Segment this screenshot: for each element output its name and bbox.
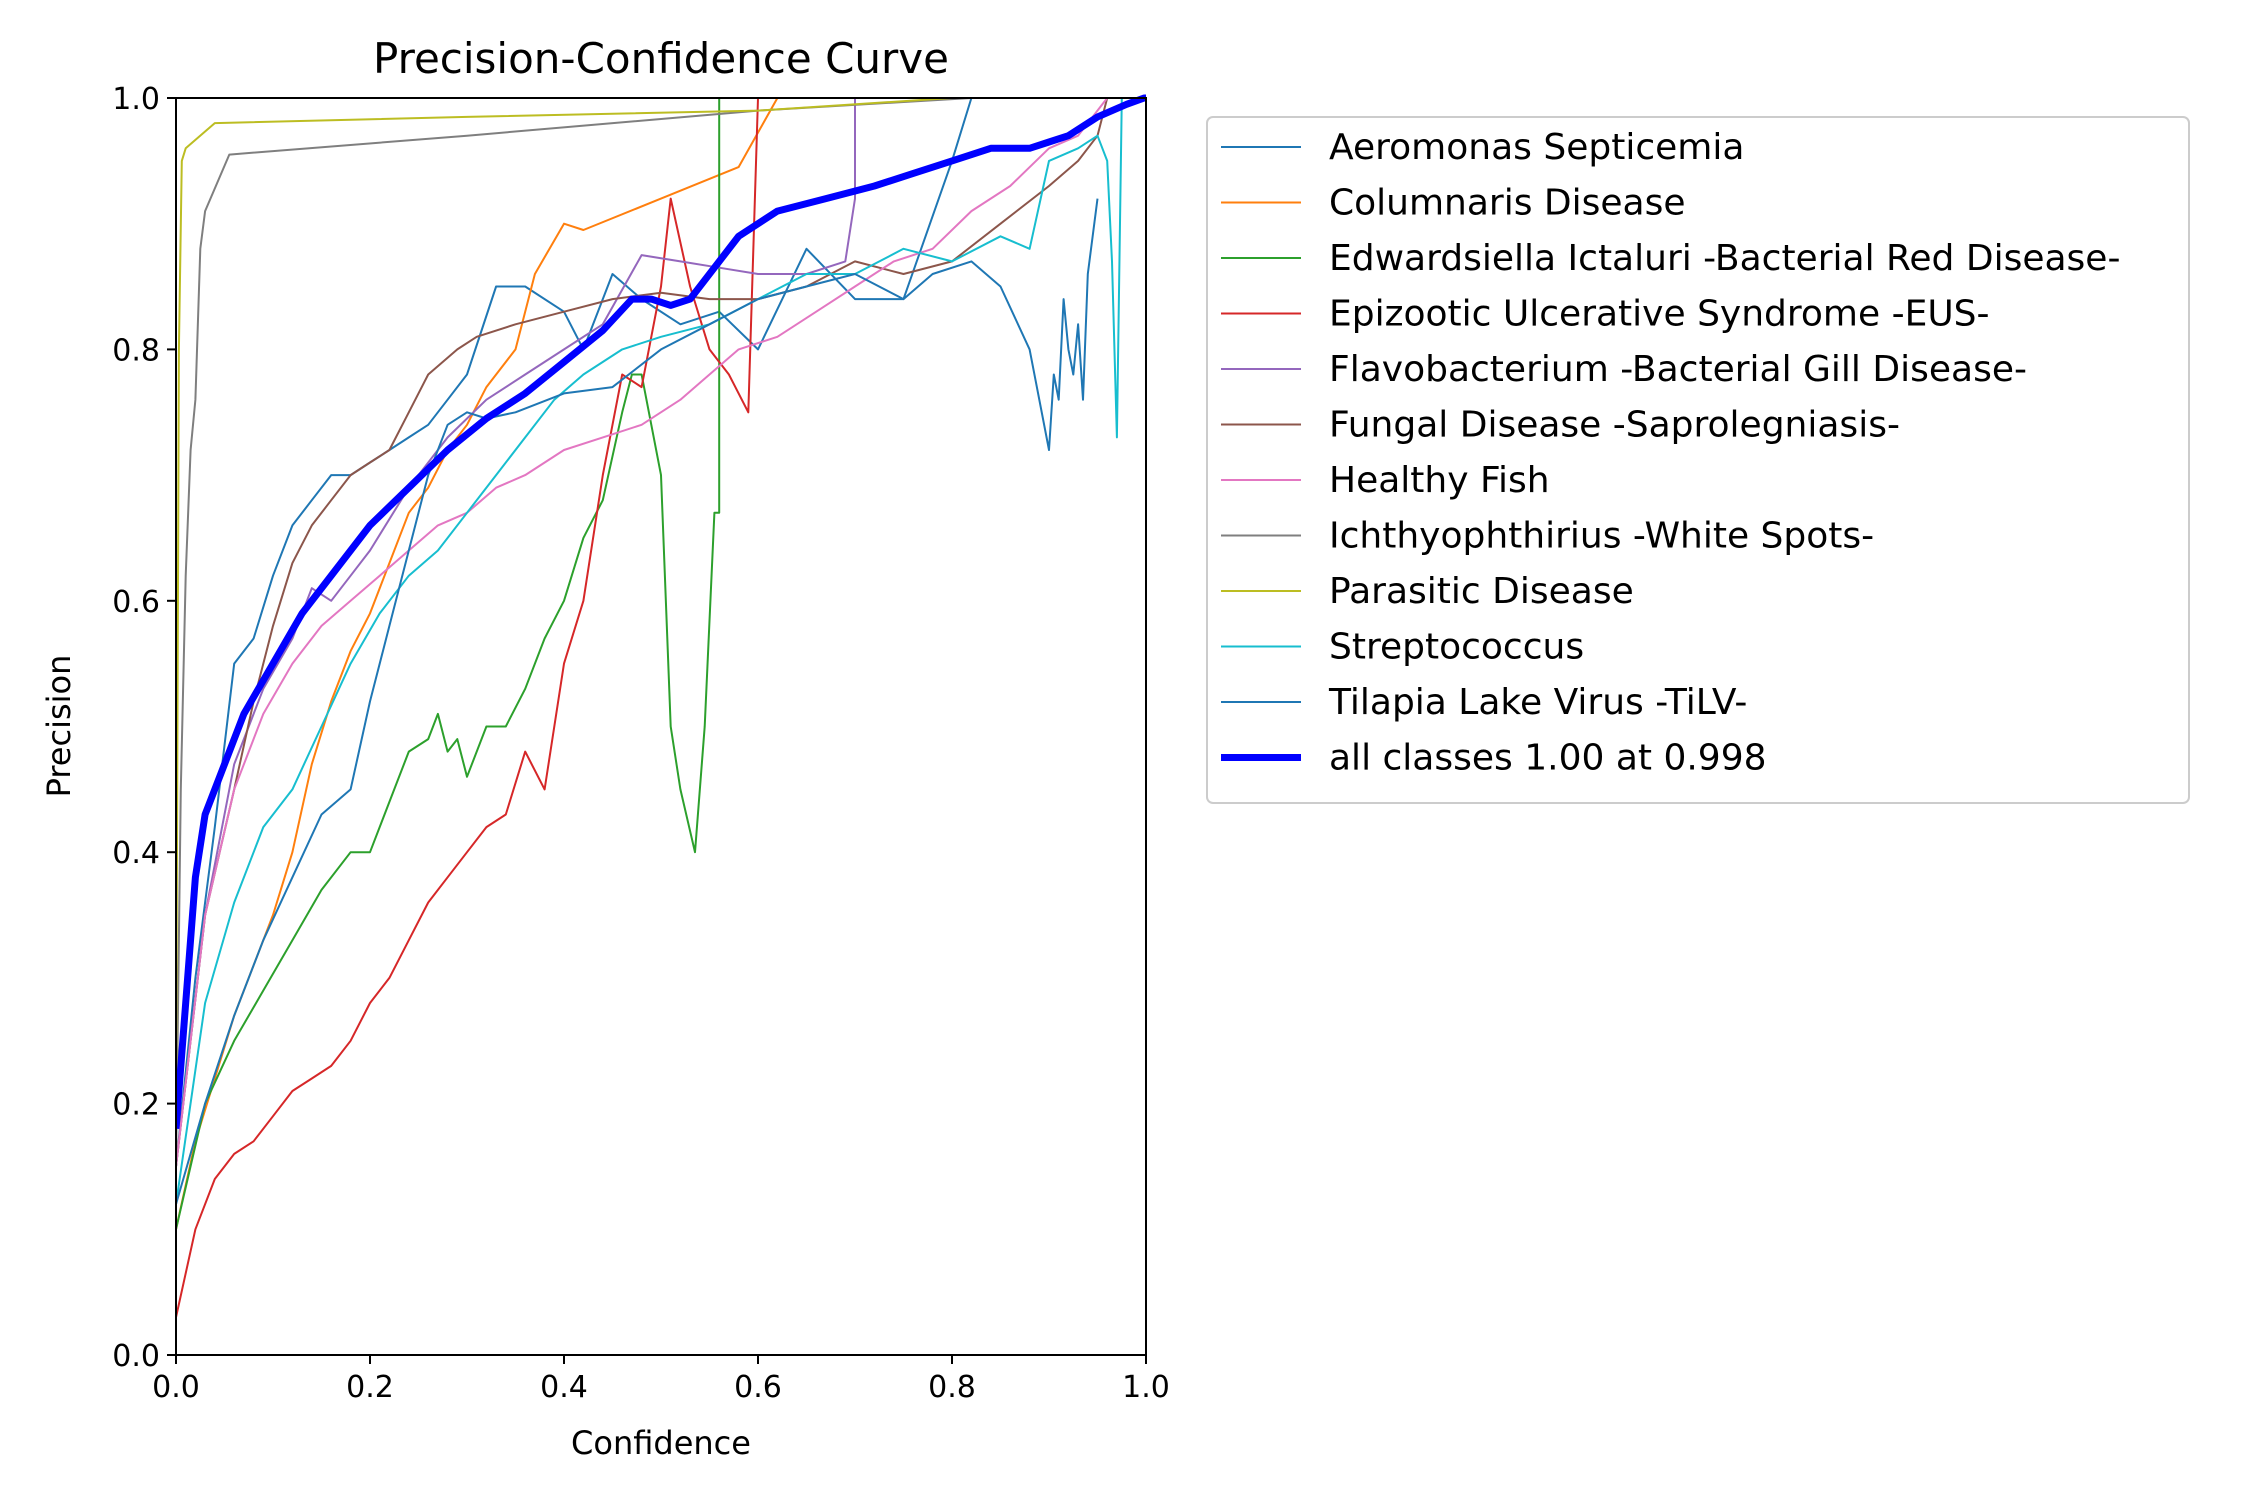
legend: Aeromonas Septicemia Columnaris Disease Ed… xyxy=(1206,116,2190,804)
y-tick-label: 0.6 xyxy=(112,585,160,620)
plot-frame xyxy=(175,97,1147,1356)
legend-label: Aeromonas Septicemia xyxy=(1329,127,1744,168)
legend-label: Healthy Fish xyxy=(1329,460,1550,501)
x-axis: 0.0 0.2 0.4 0.6 0.8 1.0 xyxy=(152,1355,1170,1405)
y-axis-title: Precision xyxy=(40,655,78,798)
series-line-9 xyxy=(176,97,1146,1104)
series-line-10 xyxy=(176,97,1123,1205)
x-tick-label: 0.8 xyxy=(928,1370,976,1405)
series-line-11 xyxy=(176,198,1099,1205)
legend-label: Edwardsiella Ictaluri -Bacterial Red Dis… xyxy=(1329,238,2120,279)
series-line-3 xyxy=(176,98,721,1230)
legend-label: Tilapia Lake Virus -TiLV- xyxy=(1328,682,1747,723)
y-tick-label: 0.4 xyxy=(112,836,160,871)
x-tick-label: 0.4 xyxy=(540,1370,588,1405)
x-tick-label: 0.2 xyxy=(346,1370,394,1405)
y-tick-label: 0.8 xyxy=(112,333,160,368)
legend-label: Columnaris Disease xyxy=(1329,183,1686,224)
legend-label: Parasitic Disease xyxy=(1329,571,1634,612)
y-axis: 0.0 0.2 0.4 0.6 0.8 1.0 xyxy=(112,82,176,1374)
legend-label: Epizootic Ulcerative Syndrome -EUS- xyxy=(1329,294,1990,335)
chart-title: Precision-Confidence Curve xyxy=(373,34,949,83)
series-line-1 xyxy=(176,97,973,1167)
plot-area xyxy=(176,94,1146,1318)
x-tick-label: 0.0 xyxy=(152,1370,200,1405)
x-axis-title: Confidence xyxy=(571,1424,751,1462)
y-tick-label: 1.0 xyxy=(112,82,160,117)
series-line-6 xyxy=(176,97,1109,1167)
legend-frame xyxy=(1206,116,2190,804)
series-line-12 xyxy=(176,94,1146,1129)
series-line-7 xyxy=(176,97,1108,1167)
y-tick-label: 0.2 xyxy=(112,1088,160,1123)
series-line-4 xyxy=(176,97,759,1318)
y-tick-label: 0.0 xyxy=(112,1339,160,1374)
legend-label: Ichthyophthirius -White Spots- xyxy=(1329,516,1874,557)
legend-label: Streptococcus xyxy=(1329,627,1584,668)
series-line-5 xyxy=(176,98,856,1167)
legend-label: Fungal Disease -Saprolegniasis- xyxy=(1329,405,1900,446)
legend-label: Flavobacterium -Bacterial Gill Disease- xyxy=(1329,349,2027,390)
x-tick-label: 1.0 xyxy=(1122,1370,1170,1405)
x-tick-label: 0.6 xyxy=(734,1370,782,1405)
legend-label: all classes 1.00 at 0.998 xyxy=(1329,738,1767,779)
